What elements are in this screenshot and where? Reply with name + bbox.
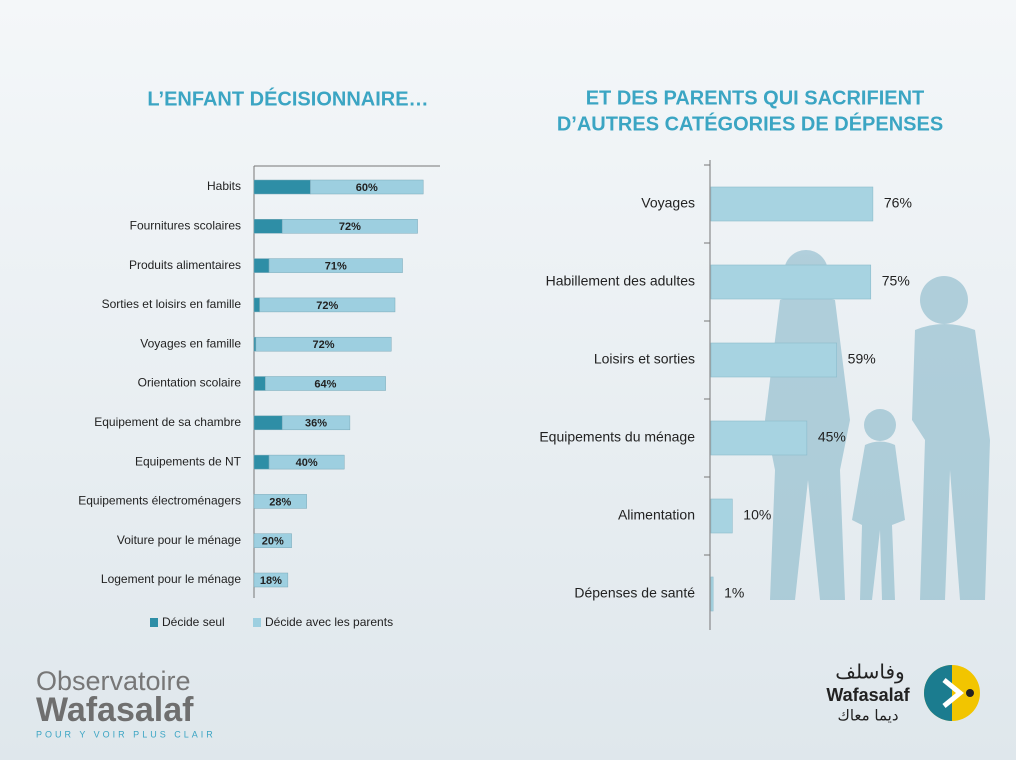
- bar-segment: [253, 454, 270, 470]
- logo-text: Wafasalaf: [36, 691, 194, 729]
- bar-segment: [259, 297, 396, 313]
- category-label: Equipements du ménage: [539, 429, 695, 445]
- category-label: Produits alimentaires: [129, 258, 241, 272]
- category-label: Fournitures scolaires: [130, 218, 241, 232]
- bar: [710, 576, 714, 612]
- bar-segment: [253, 219, 283, 234]
- category-label: Equipements électroménagers: [78, 494, 241, 508]
- category-label: Logement pour le ménage: [101, 572, 241, 586]
- brand-name: Wafasalaf: [826, 685, 910, 705]
- value-label: 1%: [724, 585, 744, 601]
- bar-segment: [255, 336, 392, 352]
- value-label: 71%: [325, 261, 347, 273]
- value-label: 72%: [313, 339, 335, 351]
- bar-segment: [265, 376, 386, 391]
- value-label: 40%: [296, 457, 318, 469]
- bar-segment: [253, 336, 257, 352]
- left-title: L’ENFANT DÉCISIONNAIRE…: [147, 87, 428, 110]
- category-label: Orientation scolaire: [138, 376, 242, 390]
- legend-label: Décide seul: [162, 615, 225, 629]
- category-label: Voyages: [641, 195, 695, 211]
- brand-icon: [924, 665, 980, 721]
- bar: [710, 186, 874, 222]
- value-label: 76%: [884, 195, 912, 211]
- bar-segment: [310, 179, 424, 195]
- bar-segment: [253, 572, 289, 588]
- value-label: 20%: [262, 536, 284, 548]
- brand-slogan: ديما معاك: [837, 707, 898, 725]
- logo-text: Observatoire: [36, 666, 191, 696]
- value-label: 75%: [882, 273, 910, 289]
- bar-segment: [268, 454, 345, 470]
- value-label: 59%: [848, 351, 876, 367]
- bar-segment: [253, 258, 270, 273]
- bar: [710, 264, 872, 300]
- bar: [710, 342, 837, 378]
- bar-segment: [253, 533, 292, 548]
- category-label: Voyages en famille: [140, 336, 241, 350]
- value-label: 64%: [314, 378, 336, 390]
- bar-segment: [253, 179, 311, 195]
- bar-segment: [253, 297, 260, 313]
- category-label: Dépenses de santé: [574, 585, 695, 601]
- category-label: Habits: [207, 179, 241, 193]
- value-label: 18%: [260, 575, 282, 587]
- legend-label: Décide avec les parents: [265, 615, 393, 629]
- right-title: ET DES PARENTS QUI SACRIFIENT: [586, 87, 925, 109]
- value-label: 72%: [339, 221, 361, 233]
- category-label: Equipements de NT: [135, 454, 242, 468]
- bar-segment: [281, 219, 418, 234]
- category-label: Equipement de sa chambre: [94, 415, 241, 429]
- value-label: 45%: [818, 429, 846, 445]
- logo-tagline: POUR Y VOIR PLUS CLAIR: [36, 729, 216, 739]
- value-label: 36%: [305, 418, 327, 430]
- bar: [710, 498, 733, 534]
- bar-segment: [268, 258, 403, 273]
- value-label: 72%: [316, 300, 338, 312]
- value-label: 60%: [356, 182, 378, 194]
- brand-arabic: وفاسلف: [835, 660, 904, 684]
- category-label: Loisirs et sorties: [594, 351, 695, 367]
- category-label: Sorties et loisirs en famille: [102, 297, 242, 311]
- value-label: 10%: [743, 507, 771, 523]
- category-label: Habillement des adultes: [546, 273, 695, 289]
- category-label: Voiture pour le ménage: [117, 533, 241, 547]
- bar-segment: [281, 415, 351, 431]
- bar-segment: [253, 494, 307, 509]
- legend-swatch: [253, 618, 261, 627]
- bar-segment: [253, 376, 266, 391]
- bar: [710, 420, 808, 456]
- value-label: 28%: [269, 496, 291, 508]
- category-label: Alimentation: [618, 507, 695, 523]
- bar-segment: [253, 415, 283, 431]
- right-title: D’AUTRES CATÉGORIES DE DÉPENSES: [557, 112, 943, 135]
- legend-swatch: [150, 618, 158, 627]
